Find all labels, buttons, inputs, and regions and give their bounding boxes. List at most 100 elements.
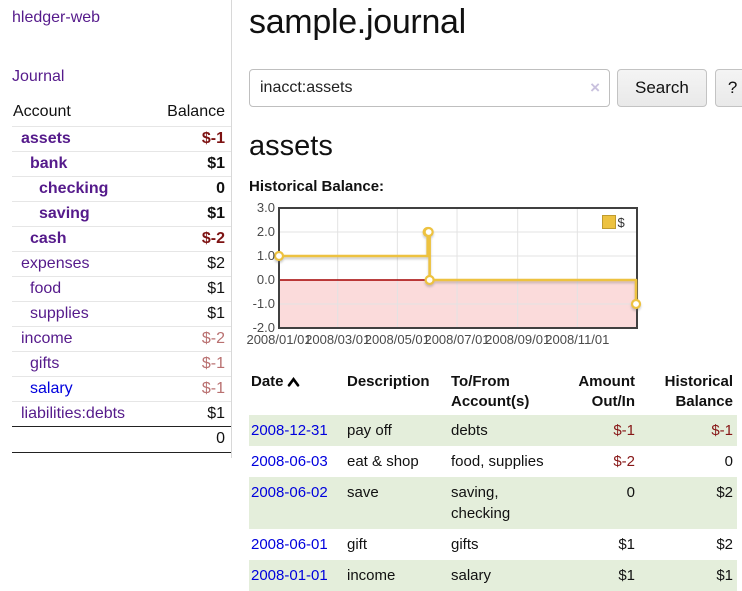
register-header-accounts: To/From Account(s)	[451, 373, 530, 410]
account-link-supplies[interactable]: supplies	[30, 305, 89, 322]
register-header-description: Description	[347, 373, 430, 390]
transaction-date-cell: 2008-06-01	[249, 529, 345, 560]
account-row: income $-2	[12, 326, 231, 352]
accounts-header-balance: Balance	[167, 103, 225, 120]
account-link-gifts[interactable]: gifts	[30, 355, 60, 372]
y-axis-tick-label: 1.0	[256, 248, 275, 263]
transaction-accounts: gifts	[451, 536, 479, 553]
account-row: assets $-1	[12, 126, 231, 152]
transaction-balance: 0	[724, 453, 733, 470]
transaction-description: eat & shop	[347, 453, 419, 470]
main-panel: sample.journal × Search ? assets Histori…	[232, 0, 742, 591]
transaction-date-link[interactable]: 2008-12-31	[251, 422, 328, 439]
transaction-balance: $2	[716, 484, 733, 501]
transaction-description: save	[347, 484, 379, 501]
account-balance: $1	[151, 201, 231, 227]
transaction-description: pay off	[347, 422, 392, 439]
transaction-date-link[interactable]: 2008-06-01	[251, 536, 328, 553]
account-row: bank $1	[12, 151, 231, 177]
search-button[interactable]: Search	[617, 69, 707, 107]
account-link-income[interactable]: income	[21, 330, 73, 347]
clear-search-icon[interactable]: ×	[590, 78, 600, 98]
account-link-salary[interactable]: salary	[30, 380, 73, 397]
legend-label: $	[618, 215, 626, 230]
transaction-date-link[interactable]: 2008-01-01	[251, 567, 328, 584]
y-axis-tick-label: 3.0	[256, 200, 275, 215]
chart-data-point	[423, 226, 434, 238]
transaction-balance: $2	[716, 536, 733, 553]
register-header-balance: Historical Balance	[664, 373, 733, 410]
account-balance: $-2	[151, 226, 231, 252]
account-link-expenses[interactable]: expenses	[21, 255, 90, 272]
search-input[interactable]	[249, 69, 610, 107]
help-button[interactable]: ?	[714, 69, 742, 107]
account-balance: $-1	[151, 126, 231, 152]
transaction-accounts: salary	[451, 567, 492, 584]
accounts-table: Account Balance assets $-1 bank $1 checking 0…	[12, 99, 231, 453]
register-header-date: Date	[249, 369, 345, 415]
account-link-cash[interactable]: cash	[30, 230, 67, 247]
transaction-row: 2008-06-02 save saving, checking 0 $2	[249, 477, 737, 529]
transaction-date-cell: 2008-06-02	[249, 477, 345, 529]
sidebar-nav: Journal	[12, 68, 231, 86]
transaction-balance: $-1	[711, 422, 733, 439]
account-cell: supplies	[12, 301, 152, 327]
x-axis-tick-label: 2008/09/01	[485, 332, 551, 347]
account-link-food[interactable]: food	[30, 280, 62, 297]
account-cell: saving	[12, 201, 152, 227]
transaction-date-cell: 2008-01-01	[249, 560, 345, 591]
account-balance: $2	[151, 251, 231, 277]
account-balance: $1	[151, 401, 231, 427]
account-cell: checking	[12, 176, 152, 202]
account-balance: $-1	[151, 351, 231, 377]
chart-data-point	[273, 250, 285, 262]
transaction-row: 2008-06-01 gift gifts $1 $2	[249, 529, 737, 560]
transaction-date-link[interactable]: 2008-06-02	[251, 484, 328, 501]
y-axis-tick-label: -1.0	[252, 296, 275, 311]
account-row: supplies $1	[12, 301, 231, 327]
account-balance: $1	[151, 276, 231, 302]
account-row: checking 0	[12, 176, 231, 202]
accounts-header-account: Account	[13, 103, 71, 120]
transaction-accounts: saving, checking	[451, 484, 511, 522]
sidebar-item-journal[interactable]: Journal	[12, 68, 65, 85]
historical-balance-chart: $3.0 2.0 1.0 0.0 -1.0 -2.0 2008/01/01 2008/03/0…	[246, 200, 742, 348]
account-row: saving $1	[12, 201, 231, 227]
account-cell: bank	[12, 151, 152, 177]
account-row: salary $-1	[12, 376, 231, 402]
sidebar: hledger-web Journal Account Balance asse…	[0, 0, 232, 458]
transaction-row: 2008-12-31 pay off debts $-1 $-1	[249, 415, 737, 446]
sort-ascending-icon	[287, 377, 299, 387]
balance-series	[273, 226, 642, 310]
account-title: assets	[249, 130, 333, 162]
search-form: × Search ?	[249, 69, 742, 107]
account-balance: 0	[151, 176, 231, 202]
plot-frame	[278, 207, 638, 329]
chart-data-point	[424, 274, 435, 286]
transaction-date-link[interactable]: 2008-06-03	[251, 453, 328, 470]
brand-link[interactable]: hledger-web	[12, 9, 101, 26]
x-axis-tick-label: 2008/05/01	[364, 332, 430, 347]
transaction-description: income	[347, 567, 396, 584]
account-link-saving[interactable]: saving	[39, 205, 90, 222]
account-cell: cash	[12, 226, 152, 252]
account-row: liabilities:debts $1	[12, 401, 231, 427]
account-link-bank[interactable]: bank	[30, 155, 68, 172]
page-title: sample.journal	[249, 3, 466, 41]
legend-swatch-icon	[602, 215, 616, 229]
account-cell: income	[12, 326, 152, 352]
chart-title: Historical Balance:	[249, 178, 385, 195]
brand: hledger-web	[12, 9, 231, 27]
account-cell: gifts	[12, 351, 152, 377]
account-link-checking[interactable]: checking	[39, 180, 109, 197]
transaction-row: 2008-06-03 eat & shop food, supplies $-2 0	[249, 446, 737, 477]
account-link-assets[interactable]: assets	[21, 130, 71, 147]
account-balance: $1	[151, 301, 231, 327]
transaction-amount: $-2	[613, 453, 635, 470]
transaction-amount: $1	[618, 567, 635, 584]
accounts-total-row: 0	[12, 426, 231, 453]
transaction-accounts: food, supplies	[451, 453, 544, 470]
account-link-liabilities-debts[interactable]: liabilities:debts	[21, 405, 126, 422]
transaction-amount: 0	[626, 484, 635, 501]
